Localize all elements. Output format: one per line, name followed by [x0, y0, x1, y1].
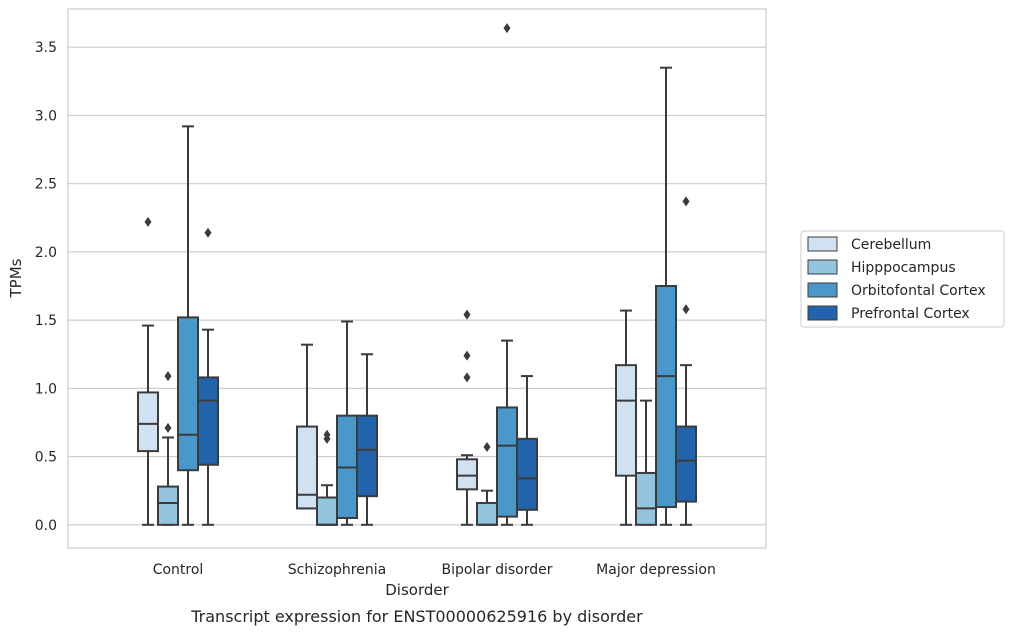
box-iqr	[516, 437, 538, 511]
box-iqr	[655, 285, 677, 509]
legend-label: Cerebellum	[851, 237, 931, 253]
legend-label: Prefrontal Cortex	[851, 306, 970, 322]
x-axis-title: Disorder	[385, 581, 449, 599]
legend-label: Hipppocampus	[851, 260, 956, 276]
outlier-point	[682, 196, 690, 207]
outlier-point	[463, 309, 471, 320]
y-tick-label: 3.0	[35, 108, 57, 124]
box-series	[137, 23, 697, 526]
outlier-point	[682, 304, 690, 315]
y-tick-label: 2.5	[35, 177, 57, 193]
legend-swatch	[807, 282, 838, 298]
outlier-point	[144, 216, 152, 227]
outlier-point	[503, 23, 511, 34]
y-axis-title: TPMs	[7, 258, 25, 298]
box-iqr	[675, 425, 697, 503]
legend-swatch	[807, 305, 838, 321]
outlier-point	[483, 442, 491, 453]
plot-frame	[67, 8, 767, 549]
legend-label: Orbitofontal Cortex	[851, 283, 986, 299]
y-tick-labels: 0.0 0.5 1.0 1.5 2.0 2.5 3.0 3.5	[35, 40, 57, 534]
outlier-point	[164, 371, 172, 382]
box-iqr	[356, 414, 378, 498]
x-tick-label: Control	[153, 562, 204, 578]
y-tick-label: 0.0	[35, 518, 57, 534]
box-3-1	[356, 353, 378, 526]
box-2-2	[496, 23, 518, 526]
box-iqr	[456, 458, 478, 491]
y-tick-label: 1.5	[35, 313, 57, 329]
y-tick-label: 2.0	[35, 245, 57, 261]
box-2-3	[655, 66, 677, 526]
box-iqr	[197, 376, 219, 466]
outlier-point	[164, 422, 172, 433]
box-1-0	[157, 371, 179, 526]
outlier-point	[323, 429, 331, 440]
legend-swatch	[807, 259, 838, 275]
x-tick-labels: Control Schizophrenia Bipolar disorder Majo…	[153, 562, 716, 578]
y-tick-label: 3.5	[35, 40, 57, 56]
box-iqr	[157, 485, 179, 526]
legend: Cerebellum Hipppocampus Orbitofontal Corte…	[800, 230, 1005, 328]
chart-caption: Transcript expression for ENST0000062591…	[190, 607, 643, 626]
box-0-1	[296, 343, 318, 510]
x-tick-label: Major depression	[596, 562, 716, 578]
box-iqr	[316, 496, 338, 526]
box-iqr	[615, 364, 637, 477]
box-iqr	[635, 471, 657, 526]
box-iqr	[476, 501, 498, 526]
x-tick-label: Schizophrenia	[288, 562, 386, 578]
box-0-2	[456, 309, 478, 526]
box-iqr	[296, 425, 318, 510]
y-tick-label: 0.5	[35, 450, 57, 466]
box-3-2	[516, 375, 538, 526]
box-iqr	[177, 316, 199, 472]
box-iqr	[137, 391, 159, 453]
box-iqr	[496, 406, 518, 518]
legend-swatch	[807, 236, 838, 252]
box-3-0	[197, 227, 219, 526]
box-3-3	[675, 196, 697, 526]
outlier-point	[204, 227, 212, 238]
x-tick-label: Bipolar disorder	[441, 562, 552, 578]
box-0-0	[137, 216, 159, 526]
box-2-0	[177, 125, 199, 526]
outlier-point	[463, 372, 471, 383]
box-0-3	[615, 309, 637, 526]
y-tick-label: 1.0	[35, 381, 57, 397]
outlier-point	[463, 350, 471, 361]
legend-frame	[800, 230, 1005, 328]
